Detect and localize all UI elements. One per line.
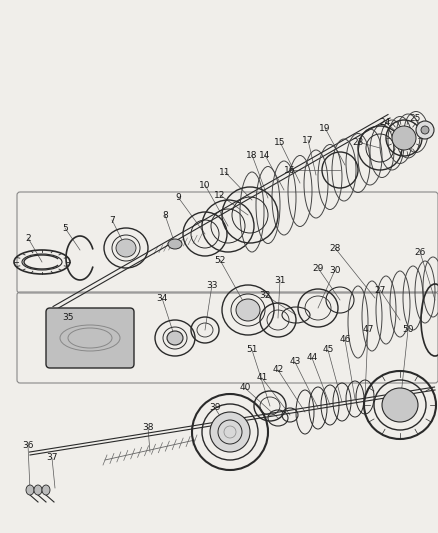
- Text: 34: 34: [156, 294, 167, 303]
- Text: 47: 47: [361, 326, 373, 335]
- Text: 43: 43: [289, 358, 300, 367]
- Text: 52: 52: [214, 255, 225, 264]
- Ellipse shape: [420, 126, 428, 134]
- Text: 51: 51: [246, 345, 257, 354]
- Text: 25: 25: [408, 114, 420, 123]
- Ellipse shape: [26, 485, 34, 495]
- Text: 32: 32: [259, 290, 270, 300]
- Text: 40: 40: [239, 384, 250, 392]
- Text: 15: 15: [274, 138, 285, 147]
- Text: 39: 39: [209, 403, 220, 413]
- Ellipse shape: [42, 485, 50, 495]
- Text: 38: 38: [142, 424, 153, 432]
- Text: 24: 24: [378, 117, 390, 126]
- Text: 19: 19: [318, 124, 330, 133]
- Text: 5: 5: [62, 223, 68, 232]
- Ellipse shape: [209, 412, 249, 452]
- FancyBboxPatch shape: [46, 308, 134, 368]
- Ellipse shape: [391, 126, 415, 150]
- Text: 31: 31: [274, 276, 285, 285]
- Ellipse shape: [381, 388, 417, 422]
- Text: 10: 10: [199, 181, 210, 190]
- Text: 27: 27: [374, 286, 385, 295]
- Text: 2: 2: [25, 233, 31, 243]
- Text: 28: 28: [328, 244, 340, 253]
- Text: 18: 18: [246, 150, 257, 159]
- Text: 29: 29: [311, 263, 323, 272]
- Text: 16: 16: [283, 166, 295, 174]
- Text: 37: 37: [46, 454, 58, 463]
- Text: 36: 36: [22, 440, 34, 449]
- Text: 26: 26: [413, 247, 425, 256]
- Text: 33: 33: [206, 280, 217, 289]
- Text: 42: 42: [272, 366, 283, 375]
- Text: 30: 30: [328, 265, 340, 274]
- Ellipse shape: [415, 121, 433, 139]
- Ellipse shape: [168, 239, 182, 249]
- Text: 45: 45: [321, 345, 333, 354]
- Text: 7: 7: [109, 215, 115, 224]
- Ellipse shape: [166, 331, 183, 345]
- Text: 9: 9: [175, 192, 180, 201]
- Text: 12: 12: [214, 190, 225, 199]
- Text: 46: 46: [339, 335, 350, 344]
- Text: 8: 8: [162, 211, 167, 220]
- Text: 14: 14: [259, 150, 270, 159]
- Ellipse shape: [34, 485, 42, 495]
- Text: 17: 17: [301, 135, 313, 144]
- Ellipse shape: [116, 239, 136, 257]
- Text: 50: 50: [401, 326, 413, 335]
- Ellipse shape: [236, 299, 259, 321]
- Text: 41: 41: [256, 374, 267, 383]
- Text: 23: 23: [352, 138, 363, 147]
- Text: 44: 44: [306, 353, 317, 362]
- Text: 35: 35: [62, 313, 74, 322]
- Text: 11: 11: [219, 167, 230, 176]
